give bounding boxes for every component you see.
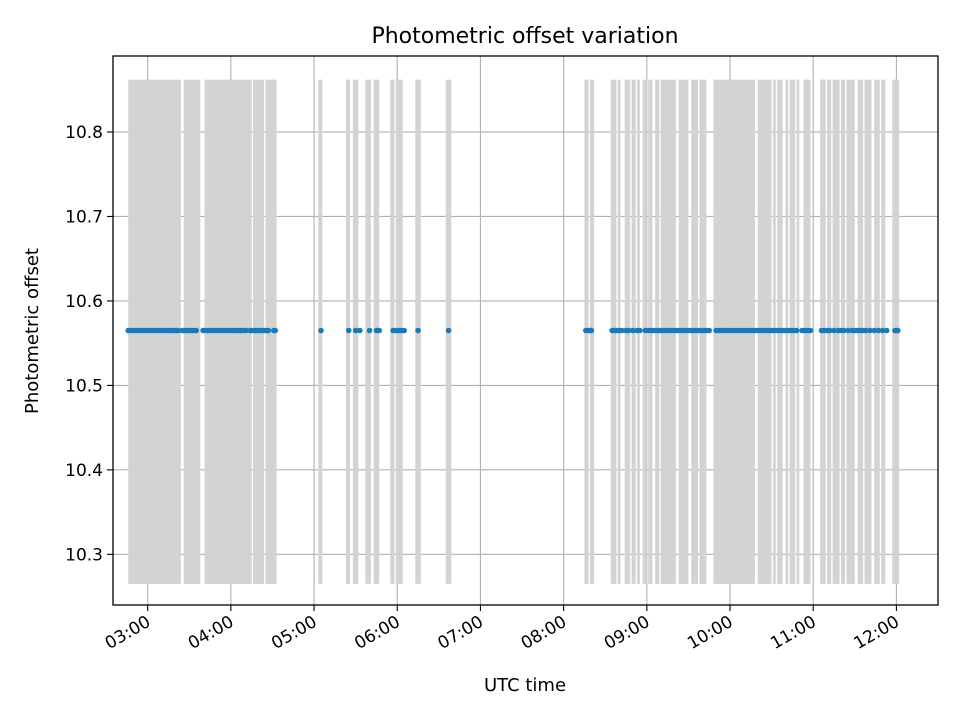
data-point: [625, 327, 632, 334]
data-point: [845, 327, 851, 334]
data-point: [366, 327, 373, 334]
data-point: [867, 327, 873, 334]
data-point: [879, 327, 886, 334]
data-point: [376, 327, 383, 334]
data-point: [630, 327, 636, 334]
data-point: [840, 327, 847, 334]
data-point: [827, 327, 833, 334]
data-point: [318, 327, 324, 334]
data-point: [619, 327, 625, 334]
y-tick-label: 10.6: [65, 292, 103, 312]
data-point: [831, 327, 837, 334]
y-tick-label: 10.7: [65, 207, 103, 227]
y-tick-label: 10.4: [65, 461, 103, 481]
data-point: [265, 327, 272, 334]
error-bar: [265, 79, 277, 584]
data-point: [445, 327, 452, 334]
data-point: [345, 327, 352, 334]
data-point: [637, 327, 643, 334]
data-point: [807, 327, 814, 334]
y-axis-label: Photometric offset: [22, 248, 43, 414]
y-axis-ticks: 10.3 10.4 10.5 10.6 10.7 10.8: [65, 123, 113, 565]
data-point: [588, 327, 595, 334]
data-point: [272, 327, 279, 334]
data-point: [863, 327, 869, 334]
data-point: [175, 327, 181, 334]
data-point: [793, 327, 800, 334]
chart-title: Photometric offset variation: [371, 24, 678, 49]
data-point: [401, 327, 407, 334]
data-point: [415, 327, 421, 334]
y-tick-label: 10.5: [65, 376, 103, 396]
data-point: [706, 327, 713, 334]
data-point: [875, 327, 882, 334]
data-point: [894, 327, 901, 334]
data-point: [357, 327, 363, 334]
x-axis-label: UTC time: [484, 675, 566, 696]
y-tick-label: 10.8: [65, 123, 103, 143]
data-point-layer: [125, 327, 901, 334]
data-point: [871, 327, 878, 334]
data-point: [243, 327, 249, 334]
plot-area: [112, 55, 939, 606]
data-point: [352, 327, 359, 334]
data-point: [883, 327, 890, 334]
axes-frame: [112, 55, 939, 606]
y-tick-label: 10.3: [65, 545, 103, 565]
data-point: [193, 327, 199, 334]
